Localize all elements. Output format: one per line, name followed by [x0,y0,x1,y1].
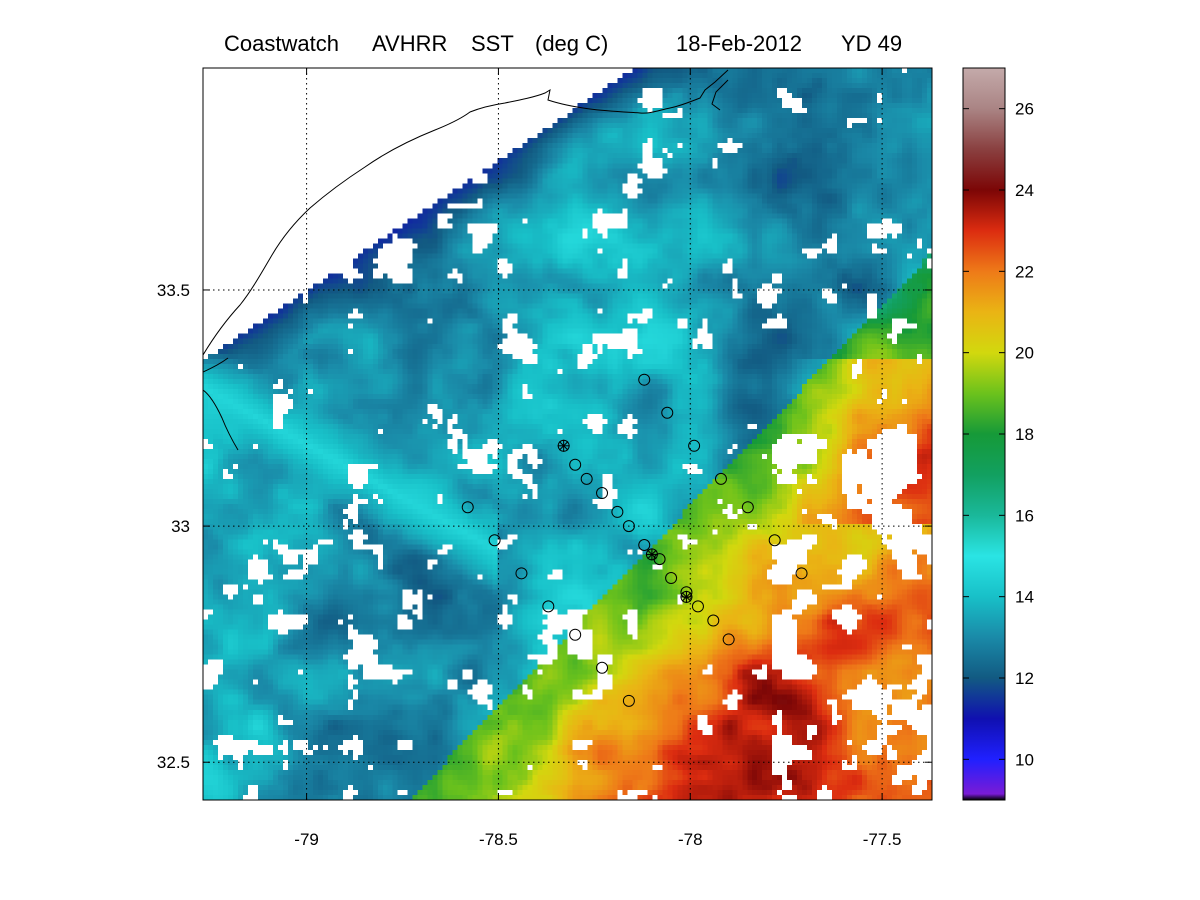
station-circle [707,614,720,627]
lat-tick-label: 33 [171,517,190,536]
station-circle [795,567,808,580]
cruise-stations [461,373,808,707]
station-circle [622,694,635,707]
station-circle [768,534,781,547]
station-circle [596,661,609,674]
station-circle [596,487,609,500]
station-circle [722,633,735,646]
colorbar-tick-label: 18 [1015,425,1034,444]
colorbar-tick-label: 12 [1015,669,1034,688]
station-circle [688,439,701,452]
colorbar-tick-label: 26 [1015,100,1034,119]
lat-tick-label: 32.5 [157,753,190,772]
title-yearday: YD 49 [841,31,902,56]
coastline [203,69,729,451]
sst-map: -79 -78.5 -78 -77.5 33.5 33 32.5 [157,67,933,849]
map-gridlines [203,68,932,800]
lon-tick-label: -78.5 [479,830,518,849]
station-circle [691,600,704,613]
latitude-tick-labels: 33.5 33 32.5 [157,281,190,772]
title-product: Coastwatch [224,31,339,56]
station-circle [665,572,678,585]
station-asterisk [645,548,658,561]
station-circle [638,538,651,551]
station-circle [569,628,582,641]
colorbar-tick-label: 24 [1015,181,1034,200]
colorbar-tick-label: 22 [1015,262,1034,281]
colorbar: 10 12 14 16 18 20 22 24 26 [962,67,1034,801]
longitude-tick-labels: -79 -78.5 -78 -77.5 [294,830,901,849]
figure-title: Coastwatch AVHRR SST (deg C) 18-Feb-2012… [224,31,902,56]
title-variable: SST [471,31,514,56]
lon-tick-label: -77.5 [863,830,902,849]
colorbar-tick-label: 16 [1015,506,1034,525]
station-asterisk [680,590,693,603]
map-frame [202,67,933,801]
colorbar-ticks: 10 12 14 16 18 20 22 24 26 [963,100,1034,769]
station-asterisk [557,439,570,452]
station-circle [461,501,474,514]
colorbar-tick-label: 10 [1015,750,1034,769]
title-sensor: AVHRR [372,31,447,56]
colorbar-tick-label: 20 [1015,344,1034,363]
sst-raster [203,68,932,800]
lon-tick-label: -79 [294,830,319,849]
lat-tick-label: 33.5 [157,281,190,300]
title-units: (deg C) [535,31,608,56]
station-circle [622,520,635,533]
station-circle [661,406,674,419]
station-circle [542,600,555,613]
station-circle [714,472,727,485]
station-circle [611,505,624,518]
station-circle [488,534,501,547]
station-circle [638,373,651,386]
title-date: 18-Feb-2012 [676,31,802,56]
map-tick-marks [203,68,932,800]
station-circle [515,567,528,580]
colorbar-tick-label: 14 [1015,588,1034,607]
station-circle [580,472,593,485]
station-circle [569,458,582,471]
station-circle [741,501,754,514]
colorbar-gradient [963,68,1005,800]
lon-tick-label: -78 [678,830,703,849]
